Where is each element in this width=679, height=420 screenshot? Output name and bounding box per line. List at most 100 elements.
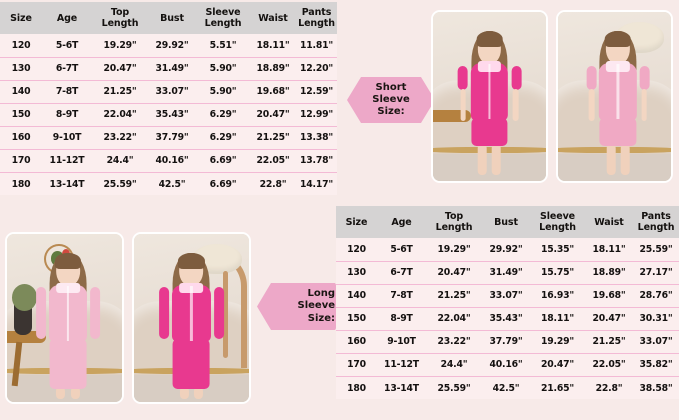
- table-row: 180 13-14T 25.59" 42.5" 21.65" 22.8" 38.…: [336, 375, 679, 400]
- cell-age: 11-12T: [42, 148, 92, 173]
- child-model: [35, 252, 101, 399]
- sleeve-right: [639, 65, 650, 91]
- cell-pants-length: 11.81": [299, 40, 334, 52]
- table-row: 170 11-12T 24.4" 40.16" 6.69" 22.05" 13.…: [0, 148, 337, 173]
- child-model: [586, 30, 650, 177]
- badge-line-2: Sleeve: [372, 93, 410, 105]
- column-header-top-length: Top Length: [426, 206, 482, 239]
- cell-age: 6-7T: [377, 260, 426, 285]
- column-header-age: Age: [377, 206, 426, 239]
- cell-size: 120: [11, 40, 31, 52]
- table-row: 180 13-14T 25.59" 42.5" 6.69" 22.8" 14.1…: [0, 171, 337, 196]
- cell-top-length: 21.25": [92, 79, 148, 104]
- sleeve-left: [159, 287, 170, 340]
- short-sleeve-photo-row: [431, 10, 673, 183]
- cell-bust: 37.79": [482, 329, 530, 354]
- leg-left: [478, 144, 487, 175]
- table-row: 160 9-10T 23.22" 37.79" 6.29" 21.25" 13.…: [0, 125, 337, 150]
- cell-age: 8-9T: [42, 102, 92, 127]
- foot-right: [70, 387, 80, 399]
- long-sleeve-photo-row: [5, 232, 251, 404]
- cell-waist: 22.05": [250, 148, 296, 173]
- feet: [178, 387, 204, 399]
- foot-left: [56, 387, 66, 399]
- sofa-base: [433, 146, 546, 153]
- product-photo-short-hot-pink[interactable]: [431, 10, 548, 183]
- pajama-pants: [49, 339, 87, 389]
- cell-waist: 22.8": [250, 171, 296, 196]
- cell-waist: 22.05": [585, 352, 633, 377]
- badge-line-2: Sleeve: [297, 300, 335, 312]
- cell-size: 140: [0, 79, 42, 104]
- hair-top: [54, 252, 82, 269]
- column-header-size: Size: [0, 2, 42, 35]
- foot-left: [179, 387, 189, 399]
- sleeve-right: [511, 65, 522, 91]
- table-row: 130 6-7T 20.47" 31.49" 15.75" 18.89" 27.…: [336, 260, 679, 285]
- table-row: 150 8-9T 22.04" 35.43" 6.29" 20.47" 12.9…: [0, 102, 337, 127]
- badge-text: Short Sleeve Size:: [361, 82, 421, 119]
- cell-top-length: 25.59": [92, 171, 148, 196]
- cell-age: 8-9T: [377, 306, 426, 331]
- cell-top-length: 19.29": [103, 40, 137, 52]
- column-header-waist: Waist: [585, 206, 633, 239]
- cell-waist: 18.11": [256, 40, 290, 52]
- product-photo-long-light-pink[interactable]: [5, 232, 124, 404]
- cell-top-length: 24.4": [426, 352, 482, 377]
- cell-size: 170: [336, 352, 377, 377]
- lamp-pole: [223, 270, 229, 359]
- cell-age: 7-8T: [377, 283, 426, 308]
- column-header-sleeve-length: Sleeve Length: [196, 2, 250, 35]
- cell-waist: 18.89": [585, 260, 633, 285]
- side-table: [433, 110, 472, 122]
- cell-top-length: 23.22": [92, 125, 148, 150]
- legs: [477, 144, 503, 175]
- cell-top-length: 22.04": [92, 102, 148, 127]
- side-table: [7, 331, 47, 344]
- cell-waist: 21.25": [250, 125, 296, 150]
- button-placket: [488, 64, 491, 120]
- product-photo-long-hot-pink[interactable]: [132, 232, 251, 404]
- child-model: [159, 252, 224, 399]
- cell-size: 150: [336, 306, 377, 331]
- pajama-shorts: [471, 118, 508, 146]
- arm-left: [589, 88, 595, 121]
- cell-sleeve-length: 6.29": [196, 125, 250, 150]
- photo-scene: [134, 234, 249, 402]
- cell-top-length: 23.22": [426, 329, 482, 354]
- column-header-pants-length: Pants Length: [633, 206, 679, 239]
- cell-sleeve-length: 6.69": [196, 148, 250, 173]
- column-header-bust: Bust: [482, 206, 530, 239]
- cell-pants-length: 30.31": [633, 306, 679, 331]
- leg-left: [606, 144, 616, 175]
- table-row: 130 6-7T 20.47" 31.49" 5.90" 18.89" 12.2…: [0, 56, 337, 81]
- cell-size: 120: [347, 244, 366, 256]
- photo-scene: [558, 12, 671, 181]
- cell-pants-length: 13.38": [296, 125, 337, 150]
- table-row: 120 5-6T 19.29" 29.92" 5.51" 18.11" 11.8…: [0, 34, 337, 57]
- cell-waist: 20.47": [585, 306, 633, 331]
- cell-age: 9-10T: [42, 125, 92, 150]
- cell-bust: 42.5": [148, 171, 196, 196]
- table-row: 160 9-10T 23.22" 37.79" 19.29" 21.25" 33…: [336, 329, 679, 354]
- cell-pants-length: 12.59": [296, 79, 337, 104]
- table-header-row: Size Age Top Length Bust Sleeve Length W…: [0, 2, 337, 35]
- cell-age: 7-8T: [42, 79, 92, 104]
- badge-line-1: Short: [375, 81, 407, 93]
- product-photo-short-light-pink[interactable]: [556, 10, 673, 183]
- cell-size: 150: [0, 102, 42, 127]
- cell-size: 180: [336, 375, 377, 400]
- cell-pants-length: 12.99": [296, 102, 337, 127]
- column-header-bust: Bust: [148, 2, 196, 35]
- cell-sleeve-length: 19.29": [530, 329, 585, 354]
- hair-top: [604, 30, 631, 47]
- cell-bust: 33.07": [148, 79, 196, 104]
- column-header-sleeve-length: Sleeve Length: [530, 206, 585, 239]
- cell-bust: 40.16": [148, 148, 196, 173]
- leg-right: [492, 144, 501, 175]
- leg-right: [620, 144, 630, 175]
- cell-sleeve-length: 18.11": [530, 306, 585, 331]
- cell-pants-length: 28.76": [633, 283, 679, 308]
- column-header-top-length: Top Length: [92, 2, 148, 35]
